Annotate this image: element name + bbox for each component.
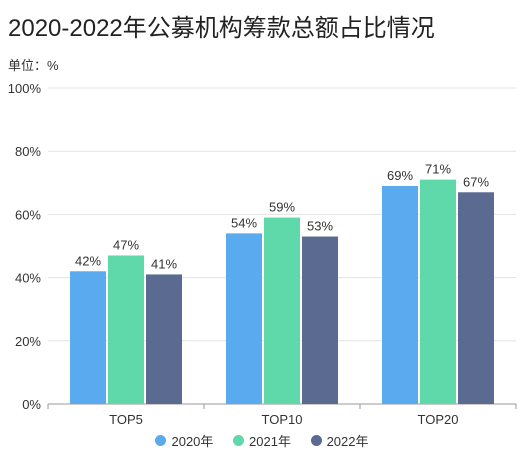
bar	[382, 185, 418, 404]
bar-chart: 0% 20% 40% 60% 80% 100% TOP5 42% 47% 41% TOP10 54% 5…	[8, 81, 517, 427]
data-label: 67%	[463, 174, 489, 189]
legend-item-2022: 2022年	[310, 431, 369, 450]
legend-dot-2022	[310, 435, 322, 446]
bar	[70, 271, 106, 404]
y-tick-label: 80%	[15, 144, 41, 159]
legend: 2020年 2021年 2022年	[0, 431, 524, 450]
legend-dot-2020	[155, 435, 167, 446]
y-tick-label: 40%	[15, 271, 41, 286]
legend-item-2021: 2021年	[233, 431, 291, 450]
data-label: 59%	[269, 200, 295, 215]
legend-label-2020: 2020年	[171, 434, 214, 449]
bar	[264, 217, 300, 404]
data-label: 47%	[113, 237, 139, 252]
bar	[146, 274, 182, 404]
legend-dot-2021	[233, 435, 245, 446]
bar	[108, 255, 144, 404]
bar	[302, 236, 338, 404]
chart-title: 2020-2022年公募机构筹款总额占比情况	[8, 15, 435, 42]
y-tick-label: 60%	[15, 207, 41, 222]
data-label: 41%	[151, 256, 177, 271]
bar	[226, 233, 262, 404]
bar	[420, 179, 456, 404]
x-tick-label: TOP5	[109, 412, 143, 427]
data-label: 71%	[425, 162, 451, 177]
legend-label-2022: 2022年	[326, 434, 369, 449]
data-label: 42%	[75, 253, 101, 268]
y-tick-label: 100%	[8, 81, 42, 96]
legend-item-2020: 2020年	[155, 431, 213, 450]
data-label: 69%	[387, 168, 413, 183]
unit-label: 单位：%	[8, 58, 59, 73]
x-tick-label: TOP20	[418, 412, 459, 427]
y-tick-label: 0%	[22, 397, 41, 412]
x-tick-label: TOP10	[262, 412, 303, 427]
data-label: 53%	[307, 219, 333, 234]
legend-label-2021: 2021年	[249, 434, 291, 449]
data-label: 54%	[231, 215, 257, 230]
y-tick-label: 20%	[15, 334, 41, 349]
bar	[458, 192, 494, 404]
